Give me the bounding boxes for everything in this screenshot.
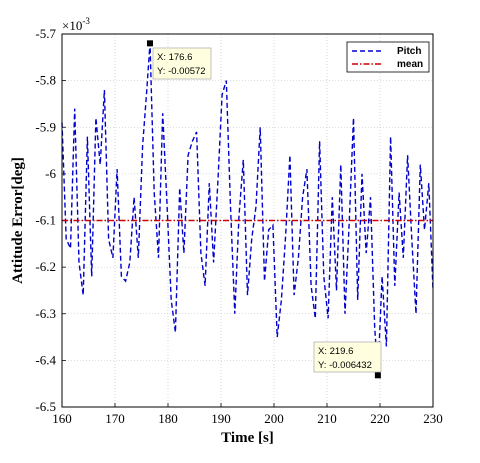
x-tick-label: 170: [105, 411, 125, 426]
x-axis-label: Time [s]: [221, 430, 274, 446]
datatip-1-x: X: 176.6: [157, 52, 192, 63]
datatip-2-x: X: 219.6: [318, 346, 353, 357]
datatip-2[interactable]: X: 219.6 Y: -0.006432: [313, 341, 382, 379]
y-axis-label: Attitude Error[deg]: [10, 157, 26, 284]
y-multiplier-base: ×10: [62, 18, 82, 33]
datatip-1-y: Y: -0.00572: [157, 66, 206, 77]
legend-mean-label: mean: [397, 59, 423, 70]
x-tick-label: 230: [423, 411, 443, 426]
legend: Pitch mean: [346, 41, 430, 73]
datatip-2-y: Y: -0.006432: [318, 360, 372, 371]
legend-box: [346, 41, 430, 73]
x-tick-labels: 160 170 180 190 200 210 220 230: [52, 411, 443, 426]
y-tick-label: -6.2: [35, 259, 56, 274]
y-multiplier-exponent: -3: [82, 16, 90, 26]
series-lines: [61, 43, 434, 375]
datatip-2-marker[interactable]: [374, 372, 381, 379]
y-tick-label: -6.4: [35, 352, 56, 367]
x-tick-label: 190: [211, 411, 231, 426]
y-tick-label: -6.5: [35, 399, 56, 414]
x-tick-label: 210: [317, 411, 337, 426]
pitch-series-line: [61, 43, 434, 375]
y-tick-label: -6.3: [35, 306, 56, 321]
x-tick-label: 220: [370, 411, 390, 426]
x-tick-label: 160: [52, 411, 72, 426]
x-tick-label: 180: [158, 411, 178, 426]
y-multiplier-label: ×10-3: [62, 16, 90, 33]
y-tick-label: -5.7: [35, 26, 56, 41]
datatip-1-marker[interactable]: [146, 40, 153, 47]
x-tick-label: 200: [264, 411, 284, 426]
datatip-2-box: [313, 341, 382, 373]
y-tick-label: -5.9: [35, 119, 56, 134]
y-tick-label: -5.8: [35, 73, 56, 88]
legend-pitch-label: Pitch: [397, 46, 421, 57]
y-tick-label: -6.1: [35, 213, 56, 228]
datatip-1[interactable]: X: 176.6 Y: -0.00572: [146, 40, 212, 80]
datatip-1-box: [152, 47, 212, 80]
y-tick-labels: -5.7 -5.8 -5.9 -6 -6.1 -6.2 -6.3 -6.4 -6.5: [35, 26, 56, 414]
plot-frame: [61, 33, 434, 408]
y-tick-label: -6: [45, 166, 56, 181]
